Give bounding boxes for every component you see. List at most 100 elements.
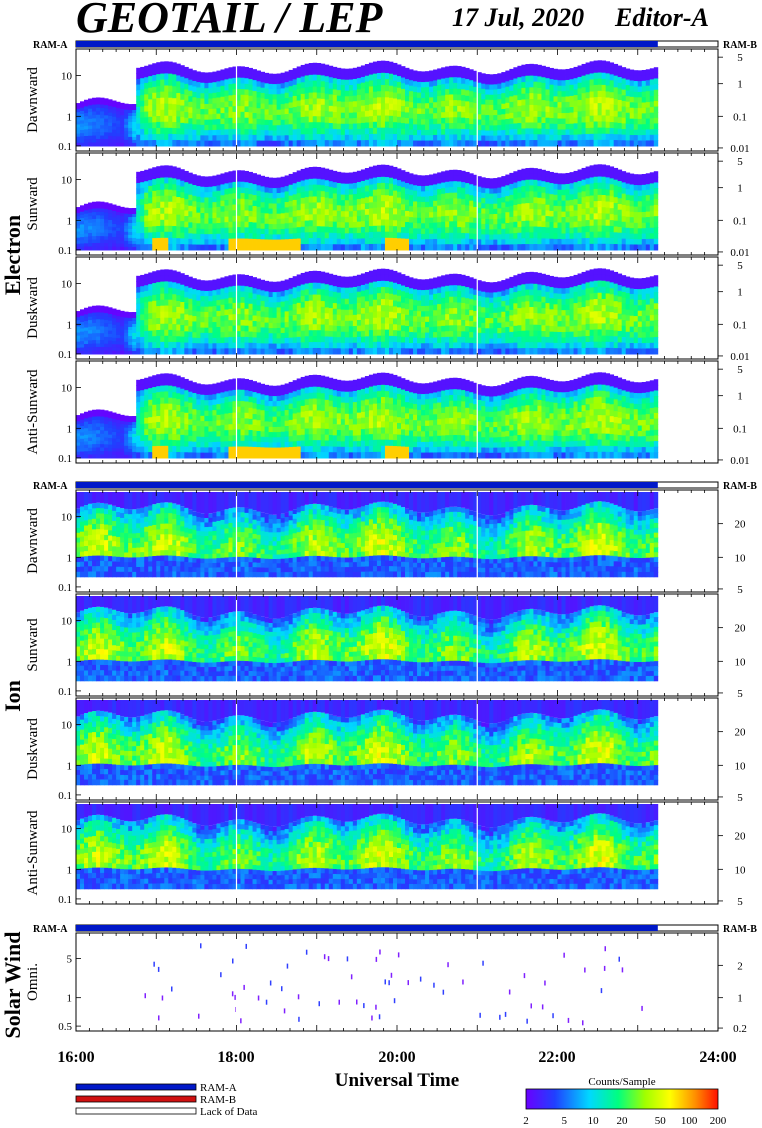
panel-label: Anti-Sunward bbox=[25, 369, 41, 454]
panel-label: Duskward bbox=[25, 718, 41, 780]
panel-label: Dawnward bbox=[25, 508, 41, 574]
ram-bar-solarwind bbox=[75, 924, 719, 932]
y-tick-label-right: 5 bbox=[737, 584, 743, 596]
legend-swatch-ram-b bbox=[75, 1095, 197, 1103]
panel-ion-dawnward: Dawnward 10 1 0.1 20 10 5 bbox=[25, 489, 746, 596]
plot-editor: Editor-A bbox=[614, 3, 709, 32]
y-tick-label-right: 0.01 bbox=[730, 247, 749, 259]
ram-legend: RAM-A RAM-B Lack of Data bbox=[75, 1082, 258, 1118]
panel-electron-dawnward: Dawnward 10 1 0.1 5 1 0.1 0.01 bbox=[25, 48, 750, 155]
y-tick-label-right: 1 bbox=[737, 993, 743, 1005]
x-tick-label: 20:00 bbox=[378, 1049, 415, 1066]
x-tick-label: 24:00 bbox=[699, 1049, 736, 1066]
y-tick-label-right: 20 bbox=[735, 727, 747, 739]
section-solarwind-label: Solar Wind bbox=[0, 931, 25, 1038]
y-tick-label-left: 1 bbox=[67, 215, 73, 227]
y-tick-label-left: 0.5 bbox=[58, 1021, 72, 1033]
y-tick-label-left: 10 bbox=[61, 279, 73, 291]
panel-label: Dawnward bbox=[25, 67, 41, 133]
y-tick-label-left: 1 bbox=[67, 111, 73, 123]
y-tick-label-left: 5 bbox=[67, 953, 73, 965]
spectrogram-panels: Dawnward 10 1 0.1 5 1 0.1 0.01 Sunward 10 1 0.1 5 1 0.… bbox=[25, 48, 750, 1035]
y-tick-label-left: 1 bbox=[67, 864, 73, 876]
legend-swatch-ram-a bbox=[75, 1083, 197, 1091]
panel-label: Sunward bbox=[25, 177, 41, 231]
y-tick-label-left: 10 bbox=[61, 71, 73, 83]
panel-ion-anti-sunward: Anti-Sunward 10 1 0.1 20 10 5 bbox=[25, 801, 747, 908]
y-tick-label-right: 0.01 bbox=[730, 143, 749, 155]
ram-left-ion: RAM-A bbox=[33, 481, 68, 492]
legend-label-lack: Lack of Data bbox=[200, 1106, 258, 1118]
y-tick-label-right: 5 bbox=[737, 156, 743, 168]
ram-right-electron: RAM-B bbox=[723, 40, 757, 51]
colorbar-tick-label: 50 bbox=[655, 1115, 667, 1127]
y-tick-label-left: 0.1 bbox=[58, 453, 72, 465]
ram-left-electron: RAM-A bbox=[33, 40, 68, 51]
y-tick-label-right: 1 bbox=[737, 79, 743, 91]
ram-bar-electron bbox=[75, 40, 719, 48]
panel-solar-wind-omni: Omni. 5 1 0.5 2 1 0.2 bbox=[25, 932, 747, 1035]
y-tick-label-right: 1 bbox=[737, 183, 743, 195]
y-tick-label-right: 5 bbox=[737, 896, 743, 908]
y-tick-label-right: 10 bbox=[735, 656, 747, 668]
y-tick-label-left: 10 bbox=[61, 175, 73, 187]
y-tick-label-left: 10 bbox=[61, 512, 73, 524]
y-tick-label-right: 5 bbox=[737, 688, 743, 700]
y-tick-label-right: 5 bbox=[737, 792, 743, 804]
y-tick-label-left: 0.1 bbox=[58, 894, 72, 906]
y-tick-label-left: 1 bbox=[67, 552, 73, 564]
x-tick-label: 22:00 bbox=[538, 1049, 575, 1066]
y-tick-label-left: 10 bbox=[61, 824, 73, 836]
colorbar-tick-label: 200 bbox=[710, 1115, 727, 1127]
y-tick-label-left: 10 bbox=[61, 720, 73, 732]
colorbar-tick-label: 10 bbox=[588, 1115, 600, 1127]
y-tick-label-right: 0.1 bbox=[733, 423, 747, 435]
y-tick-label-left: 0.1 bbox=[58, 790, 72, 802]
y-tick-label-right: 20 bbox=[735, 623, 747, 635]
y-tick-label-left: 1 bbox=[67, 993, 73, 1005]
y-tick-label-right: 2 bbox=[737, 960, 743, 972]
section-electron-label: Electron bbox=[0, 215, 25, 295]
x-axis-title: Universal Time bbox=[335, 1070, 459, 1091]
y-tick-label-right: 5 bbox=[737, 52, 743, 64]
ram-right-ion: RAM-B bbox=[723, 481, 757, 492]
panel-ion-duskward: Duskward 10 1 0.1 20 10 5 bbox=[25, 697, 747, 804]
colorbar-tick-label: 2 bbox=[523, 1115, 529, 1127]
legend-label-ram-b: RAM-B bbox=[200, 1094, 236, 1106]
x-tick-label: 16:00 bbox=[57, 1049, 94, 1066]
y-tick-label-left: 0.1 bbox=[58, 245, 72, 257]
plot-title: GEOTAIL / LEP bbox=[76, 0, 384, 42]
y-tick-label-left: 1 bbox=[67, 423, 73, 435]
panel-label: Sunward bbox=[25, 618, 41, 672]
ram-left-solarwind: RAM-A bbox=[33, 924, 68, 935]
colorbar-tick-label: 5 bbox=[561, 1115, 567, 1127]
y-tick-label-right: 10 bbox=[735, 760, 747, 772]
colorbar-title: Counts/Sample bbox=[588, 1076, 655, 1088]
y-tick-label-right: 1 bbox=[737, 287, 743, 299]
y-tick-label-left: 0.1 bbox=[58, 141, 72, 153]
panel-label: Omni. bbox=[25, 963, 41, 1001]
y-tick-label-right: 0.01 bbox=[730, 455, 749, 467]
y-tick-label-right: 0.1 bbox=[733, 111, 747, 123]
x-tick-label: 18:00 bbox=[217, 1049, 254, 1066]
panel-electron-anti-sunward: Anti-Sunward 10 1 0.1 5 1 0.1 0.01 bbox=[25, 360, 750, 467]
y-tick-label-right: 1 bbox=[737, 391, 743, 403]
ram-bar-ion bbox=[75, 481, 719, 489]
y-tick-label-left: 0.1 bbox=[58, 349, 72, 361]
panel-electron-duskward: Duskward 10 1 0.1 5 1 0.1 0.01 bbox=[25, 256, 750, 363]
y-tick-label-right: 5 bbox=[737, 260, 743, 272]
plot-date: 17 Jul, 2020 bbox=[452, 3, 584, 32]
y-tick-label-left: 1 bbox=[67, 656, 73, 668]
y-tick-label-right: 0.1 bbox=[733, 319, 747, 331]
colorbar: Counts/Sample 2 5 10 20 50 100 200 bbox=[523, 1076, 727, 1127]
panel-electron-sunward: Sunward 10 1 0.1 5 1 0.1 0.01 bbox=[25, 152, 750, 259]
legend-label-ram-a: RAM-A bbox=[200, 1082, 237, 1094]
y-tick-label-left: 10 bbox=[61, 383, 73, 395]
y-tick-label-left: 10 bbox=[61, 616, 73, 628]
y-tick-label-left: 1 bbox=[67, 319, 73, 331]
y-tick-label-right: 0.1 bbox=[733, 215, 747, 227]
panel-ion-sunward: Sunward 10 1 0.1 20 10 5 bbox=[25, 593, 747, 700]
y-tick-label-right: 20 bbox=[735, 831, 747, 843]
y-tick-label-right: 0.2 bbox=[733, 1023, 747, 1035]
